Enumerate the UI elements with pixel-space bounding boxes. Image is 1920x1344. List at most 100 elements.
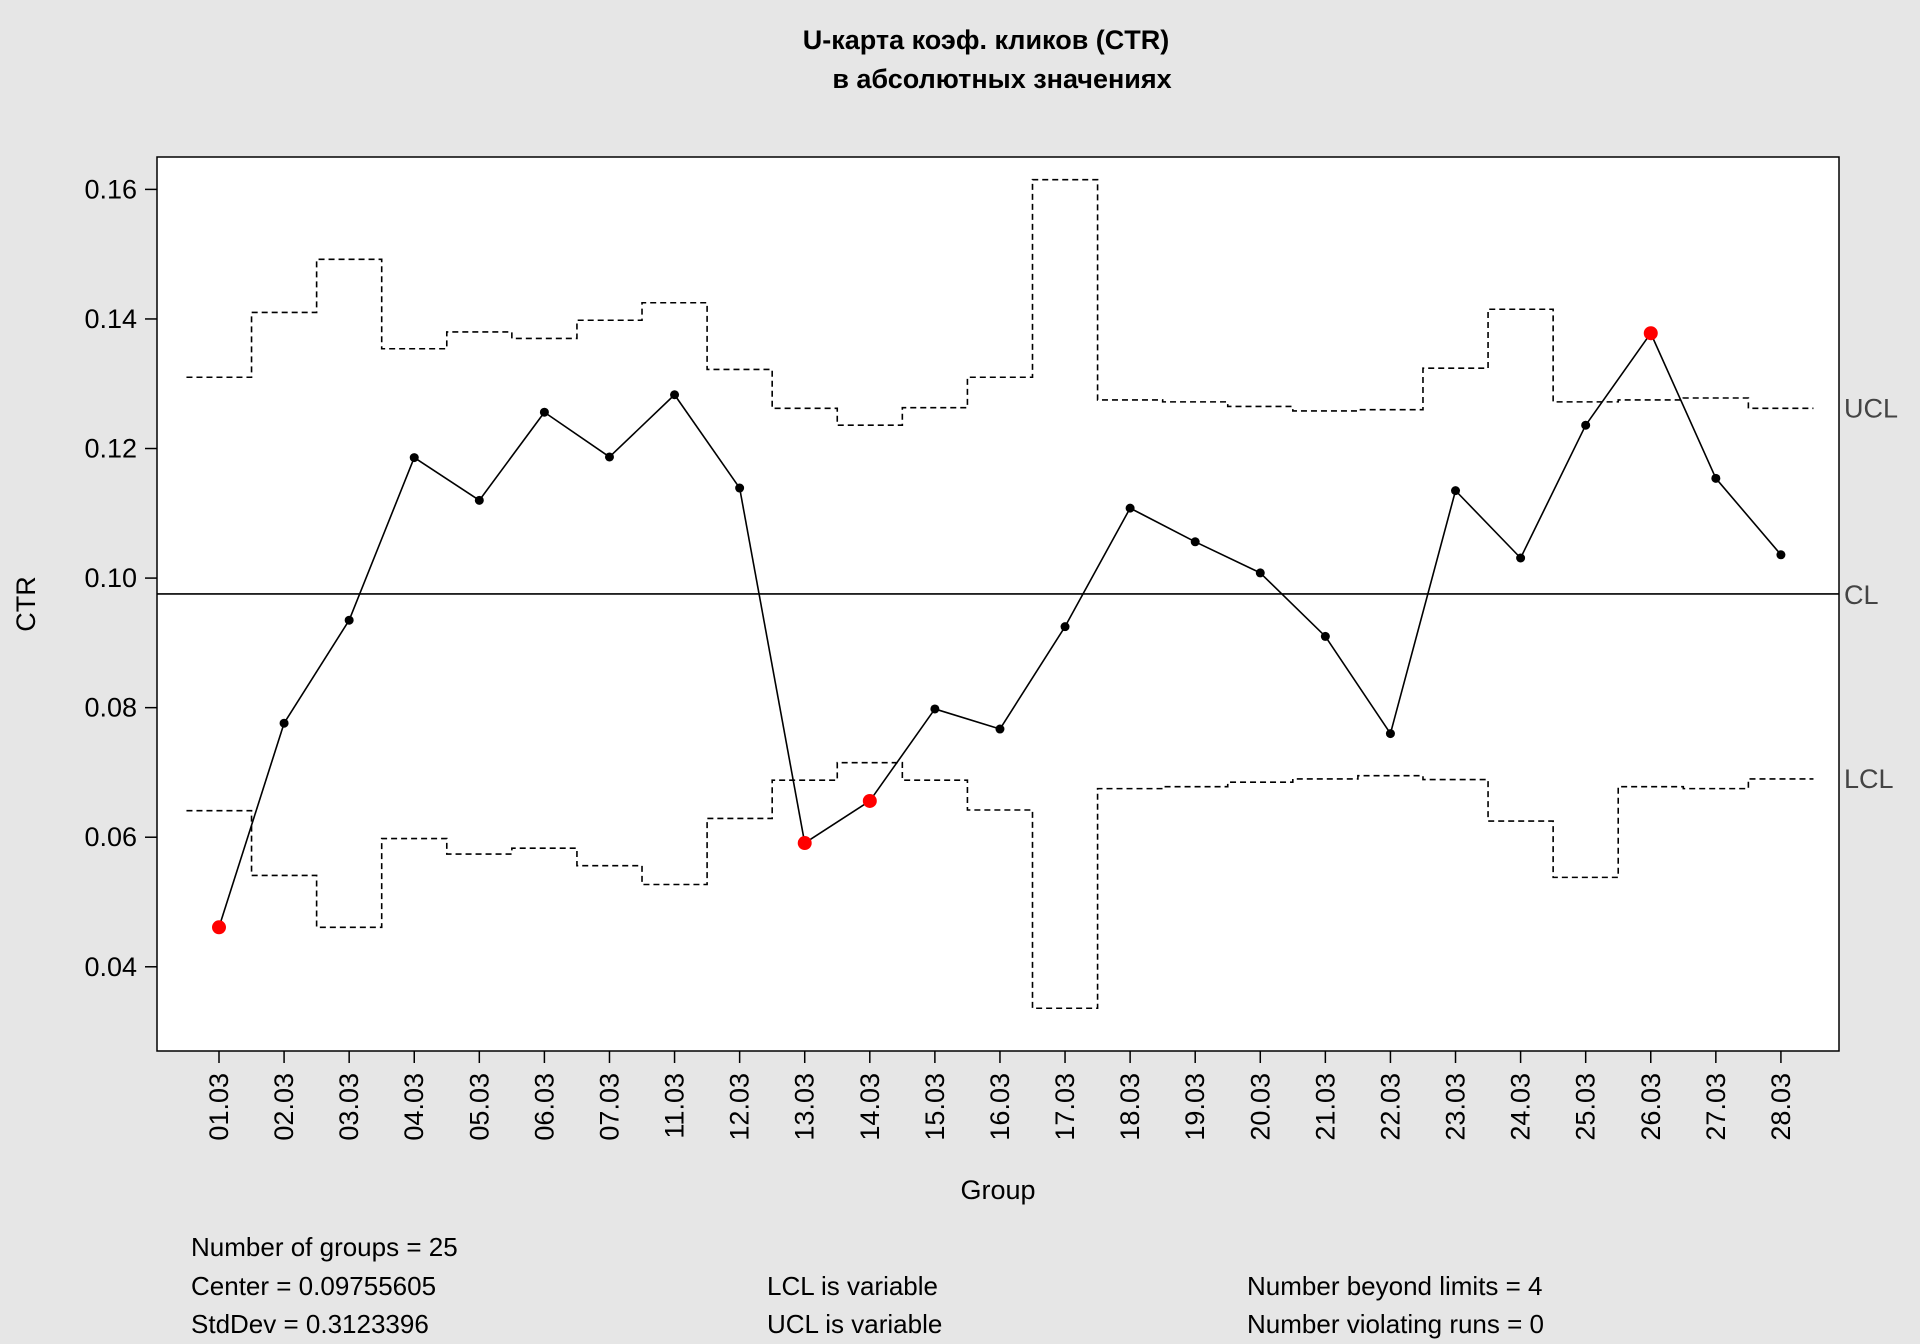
x-tick-label: 24.03 (1506, 1073, 1536, 1141)
x-tick-label: 16.03 (985, 1073, 1015, 1141)
data-point (1581, 420, 1591, 430)
data-point (1385, 729, 1395, 739)
series-segment (804, 800, 871, 844)
x-axis-label: Group (960, 1175, 1035, 1205)
data-point (930, 704, 940, 714)
data-point (1320, 631, 1330, 641)
y-tick-label: 0.08 (84, 693, 137, 723)
control-limits (157, 178, 1839, 1010)
x-tick-label: 04.03 (399, 1073, 429, 1141)
data-point (670, 390, 680, 400)
data-point (1711, 473, 1721, 483)
data-point (735, 483, 745, 493)
chart-title-line-2: в абсолютных значениях (832, 64, 1171, 94)
data-point (1060, 622, 1070, 632)
x-tick-label: 20.03 (1245, 1073, 1275, 1141)
series-segment (543, 411, 610, 458)
ucl-line (186, 178, 1814, 426)
lcl-label: LCL (1844, 764, 1894, 794)
data-point (1776, 550, 1786, 560)
stat-number-of-groups: Number of groups = 25 (191, 1232, 458, 1262)
x-tick-label: 21.03 (1310, 1073, 1340, 1141)
data-point (1451, 486, 1461, 496)
x-tick-label: 11.03 (660, 1073, 690, 1139)
x-tick-label: 25.03 (1571, 1073, 1601, 1141)
stat-beyond-limits: Number beyond limits = 4 (1247, 1271, 1543, 1301)
y-tick-label: 0.12 (84, 434, 137, 464)
series-segment (738, 487, 806, 844)
y-tick-label: 0.10 (84, 563, 137, 593)
stat-stddev: StdDev = 0.3123396 (191, 1309, 429, 1339)
series-segment (869, 708, 936, 802)
plot-area (156, 156, 1840, 1052)
data-point (344, 615, 354, 625)
stat-violating-runs: Number violating runs = 0 (1247, 1309, 1544, 1339)
data-point (474, 495, 484, 505)
data-point (539, 407, 549, 417)
series-segment (1324, 635, 1392, 735)
x-tick-label: 15.03 (920, 1073, 950, 1141)
x-tick-label: 05.03 (464, 1073, 494, 1141)
series-segment (608, 394, 676, 458)
data-point (1516, 553, 1526, 563)
series-segment (934, 708, 1001, 730)
series-segment (283, 619, 350, 724)
x-tick-label: 17.03 (1050, 1073, 1080, 1141)
data-point (1255, 568, 1265, 578)
lcl-line (186, 761, 1814, 1010)
x-tick-label: 02.03 (269, 1073, 299, 1141)
series-segment (1519, 424, 1587, 559)
series-segment (478, 411, 546, 501)
x-tick-label: 07.03 (594, 1073, 624, 1141)
data-point (409, 453, 419, 463)
violation-point (212, 920, 226, 935)
series-segment (1454, 490, 1522, 559)
series-segment (999, 626, 1066, 730)
ucl-label: UCL (1844, 393, 1898, 423)
x-tick-label: 23.03 (1441, 1073, 1471, 1141)
series-segment (413, 456, 480, 502)
stat-ucl-variable: UCL is variable (767, 1309, 942, 1339)
stat-center: Center = 0.09755605 (191, 1271, 436, 1301)
ctr-series (212, 326, 1786, 935)
y-axis: 0.04 0.06 0.08 0.10 0.12 0.14 0.16 (84, 174, 157, 982)
series-segment (1194, 541, 1261, 574)
series-segment (1585, 332, 1652, 426)
cl-label: CL (1844, 580, 1879, 610)
y-tick-label: 0.16 (84, 174, 137, 204)
data-point (604, 452, 614, 462)
violation-point (862, 793, 877, 808)
series-segment (1129, 507, 1196, 543)
series-segment (348, 457, 415, 621)
data-point (279, 718, 289, 728)
x-tick-label: 19.03 (1180, 1073, 1210, 1141)
chart-title-line-1: U-карта коэф. кликов (CTR) (803, 25, 1170, 55)
series-segment (1650, 332, 1717, 479)
x-tick-label: 26.03 (1636, 1073, 1666, 1141)
data-point (1125, 503, 1135, 513)
series-segment (1715, 477, 1782, 556)
series-segment (1259, 572, 1326, 637)
x-tick-label: 28.03 (1766, 1073, 1796, 1141)
x-tick-label: 01.03 (204, 1073, 234, 1141)
x-tick-label: 18.03 (1115, 1073, 1145, 1141)
series-segment (673, 394, 741, 489)
series-segment (1389, 490, 1457, 734)
violation-point (797, 836, 812, 851)
violation-point (1643, 326, 1658, 341)
y-tick-label: 0.14 (84, 304, 137, 334)
x-tick-label: 27.03 (1701, 1073, 1731, 1141)
stat-lcl-variable: LCL is variable (767, 1271, 938, 1301)
x-tick-label: 14.03 (855, 1073, 885, 1141)
y-tick-label: 0.06 (84, 822, 137, 852)
y-axis-label: CTR (11, 576, 41, 632)
x-axis: 01.03 02.03 03.03 04.03 05.03 06.03 07.03 11.03… (204, 1051, 1796, 1141)
data-point (1190, 537, 1200, 547)
series-segment (1064, 507, 1131, 628)
x-tick-label: 06.03 (529, 1073, 559, 1141)
x-tick-label: 12.03 (725, 1073, 755, 1141)
x-tick-label: 22.03 (1375, 1073, 1405, 1141)
data-point (995, 724, 1005, 734)
x-tick-label: 13.03 (790, 1073, 820, 1141)
